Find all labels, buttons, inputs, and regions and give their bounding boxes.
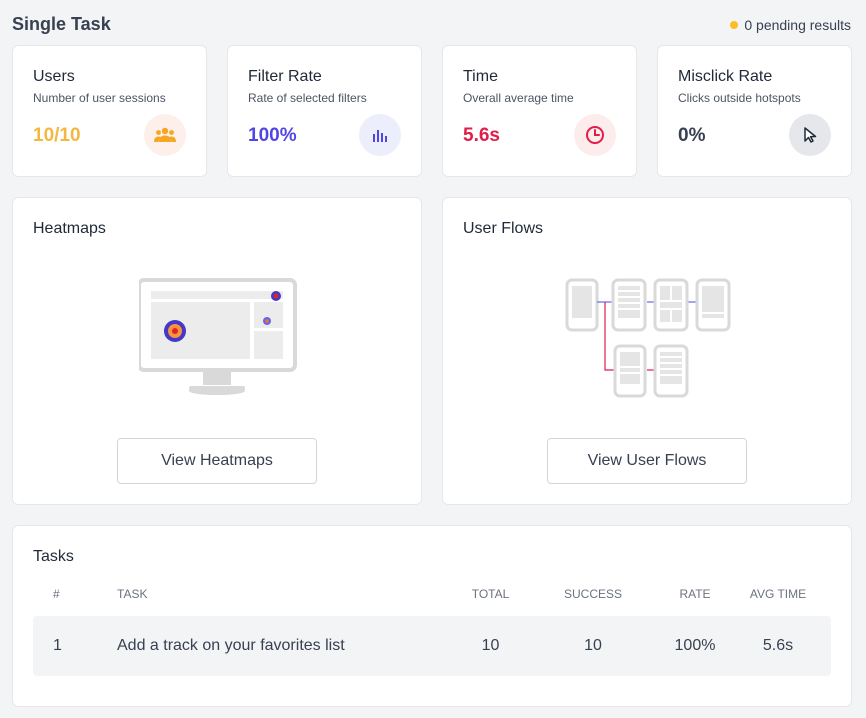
stat-card-users: Users Number of user sessions 10/10 bbox=[12, 45, 207, 177]
task-total: 10 bbox=[481, 637, 500, 654]
page-title: Single Task bbox=[12, 14, 111, 34]
task-rate: 100% bbox=[674, 637, 716, 654]
column-header-task: TASK bbox=[117, 587, 148, 601]
stat-subtitle: Rate of selected filters bbox=[248, 91, 367, 105]
pending-dot bbox=[730, 21, 739, 29]
column-header-success: SUCCESS bbox=[563, 587, 622, 601]
cursor-icon bbox=[789, 114, 831, 156]
users-icon bbox=[144, 114, 186, 156]
stat-title: Misclick Rate bbox=[678, 68, 773, 85]
pending-results: 0 pending results bbox=[730, 17, 851, 33]
task-avg-time: 5.6s bbox=[762, 637, 794, 654]
stat-title: Time bbox=[463, 68, 498, 85]
view-user-flows-button[interactable]: View User Flows bbox=[547, 438, 747, 484]
stat-value: 5.6s bbox=[463, 125, 500, 146]
stat-value: 100% bbox=[248, 125, 297, 146]
stat-title: Users bbox=[33, 68, 75, 85]
column-header-rate: RATE bbox=[679, 587, 711, 601]
stat-value: 10/10 bbox=[33, 125, 81, 146]
pending-results-label: 0 pending results bbox=[744, 17, 851, 33]
stat-value: 0% bbox=[678, 125, 706, 146]
column-header-total: TOTAL bbox=[471, 587, 510, 601]
stat-title: Filter Rate bbox=[248, 68, 322, 85]
tasks-card: Tasks # TASK TOTAL SUCCESS RATE AVG TIME… bbox=[12, 525, 852, 707]
panel-title: Tasks bbox=[33, 548, 74, 565]
bar-chart-icon bbox=[359, 114, 401, 156]
table-row[interactable]: 1 Add a track on your favorites list 10 … bbox=[33, 616, 831, 676]
clock-icon bbox=[574, 114, 616, 156]
view-heatmaps-button[interactable]: View Heatmaps bbox=[117, 438, 317, 484]
column-header-avg-time: AVG TIME bbox=[749, 587, 807, 601]
user-flows-illustration bbox=[565, 278, 731, 398]
stat-card-time: Time Overall average time 5.6s bbox=[442, 45, 637, 177]
task-number: 1 bbox=[53, 637, 62, 654]
task-name: Add a track on your favorites list bbox=[117, 637, 345, 654]
stat-card-filter-rate: Filter Rate Rate of selected filters 100… bbox=[227, 45, 422, 177]
stat-subtitle: Number of user sessions bbox=[33, 91, 166, 105]
user-flows-card: User Flows bbox=[442, 197, 852, 505]
task-success: 10 bbox=[584, 637, 602, 654]
heatmaps-card: Heatmaps View Heatmaps bbox=[12, 197, 422, 505]
stat-subtitle: Clicks outside hotspots bbox=[678, 91, 801, 105]
stat-card-misclick-rate: Misclick Rate Clicks outside hotspots 0% bbox=[657, 45, 852, 177]
stat-subtitle: Overall average time bbox=[463, 91, 574, 105]
heatmap-illustration bbox=[139, 278, 297, 395]
panel-title: User Flows bbox=[463, 220, 544, 237]
panel-title: Heatmaps bbox=[33, 220, 106, 237]
column-header-number: # bbox=[53, 587, 60, 601]
tasks-table-header: # TASK TOTAL SUCCESS RATE AVG TIME bbox=[33, 582, 831, 606]
